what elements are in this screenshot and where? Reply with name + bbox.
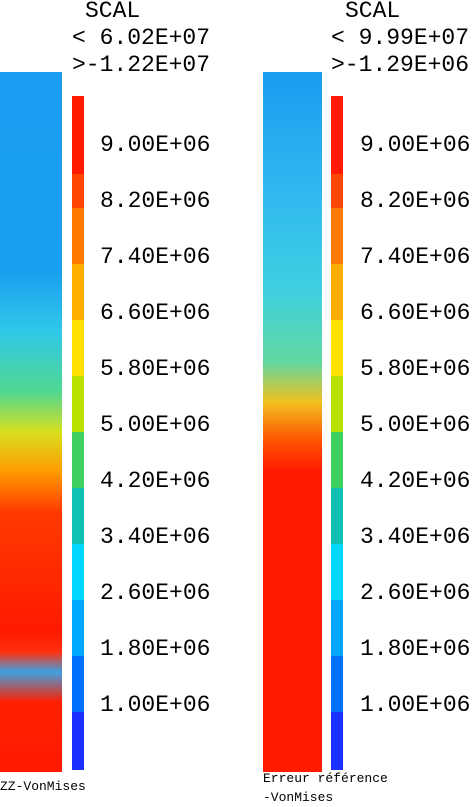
scale-label: 2.60E+06 — [100, 580, 211, 606]
scale-label: 6.60E+06 — [100, 300, 211, 326]
caption: Erreur référence — [263, 771, 388, 786]
contour-field — [263, 72, 322, 772]
scale-label: 1.00E+06 — [360, 692, 471, 718]
scale-label: 6.60E+06 — [360, 300, 471, 326]
scale-title: SCAL — [345, 0, 401, 24]
scale-label: 5.00E+06 — [100, 412, 211, 438]
scale-label: 7.40E+06 — [100, 244, 211, 270]
scale-min: >-1.29E+06 — [331, 52, 470, 78]
scale-label: 1.00E+06 — [100, 692, 211, 718]
scale-label: 4.20E+06 — [360, 468, 471, 494]
scale-label: 1.80E+06 — [100, 636, 211, 662]
caption: -VonMises — [263, 790, 334, 805]
scale-max: < 6.02E+07 — [72, 25, 211, 51]
scale-label: 4.20E+06 — [100, 468, 211, 494]
scale-label: 8.20E+06 — [100, 188, 211, 214]
scale-label: 5.00E+06 — [360, 412, 471, 438]
color-bar — [331, 96, 343, 770]
scale-label: 3.40E+06 — [100, 524, 211, 550]
scale-label: 5.80E+06 — [360, 356, 471, 382]
color-bar — [72, 96, 84, 770]
scale-label: 9.00E+06 — [100, 132, 211, 158]
scale-label: 2.60E+06 — [360, 580, 471, 606]
scale-label: 8.20E+06 — [360, 188, 471, 214]
scale-title: SCAL — [85, 0, 141, 24]
contour-field — [0, 72, 62, 772]
scale-label: 3.40E+06 — [360, 524, 471, 550]
scale-min: >-1.22E+07 — [72, 52, 211, 78]
scale-label: 9.00E+06 — [360, 132, 471, 158]
caption: ZZ-VonMises — [0, 779, 86, 794]
scale-label: 7.40E+06 — [360, 244, 471, 270]
scale-label: 5.80E+06 — [100, 356, 211, 382]
scale-max: < 9.99E+07 — [331, 25, 470, 51]
scale-label: 1.80E+06 — [360, 636, 471, 662]
